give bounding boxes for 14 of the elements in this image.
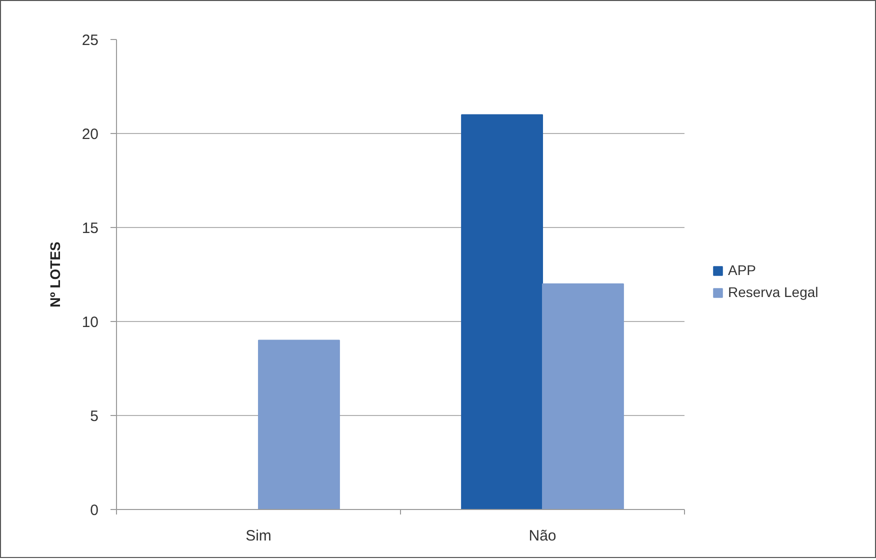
y-tick-label: 20 [82, 126, 99, 143]
y-axis-title: Nº LOTES [46, 242, 63, 308]
y-tick-label: 0 [90, 502, 98, 519]
legend-label: Reserva Legal [728, 284, 818, 300]
y-tick-label: 15 [82, 220, 99, 237]
legend-label: APP [728, 262, 756, 278]
y-tick-label: 5 [90, 408, 98, 425]
x-tick-label: Não [528, 528, 556, 544]
y-tick-label: 25 [82, 32, 99, 49]
bar [258, 340, 340, 510]
x-tick-label: Sim [246, 528, 272, 544]
y-tick-label: 10 [82, 314, 99, 331]
bar [461, 114, 543, 510]
bar [542, 283, 624, 510]
